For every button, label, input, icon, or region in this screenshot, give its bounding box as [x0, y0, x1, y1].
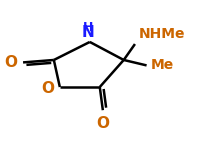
Text: N: N	[81, 25, 94, 40]
Text: O: O	[41, 81, 54, 96]
Text: H: H	[82, 21, 93, 34]
Text: Me: Me	[150, 58, 173, 72]
Text: O: O	[96, 116, 109, 131]
Text: O: O	[4, 55, 17, 70]
Text: NHMe: NHMe	[138, 27, 185, 41]
